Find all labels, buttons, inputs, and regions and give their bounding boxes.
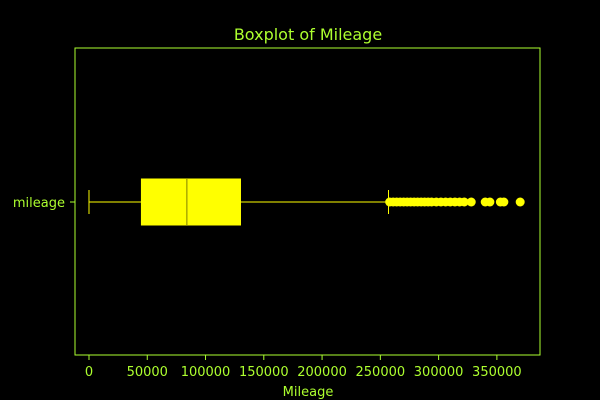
x-tick-label: 350000 <box>472 365 522 380</box>
x-tick-label: 300000 <box>414 365 464 380</box>
x-tick-label: 0 <box>85 365 93 380</box>
outlier-point <box>466 197 476 207</box>
y-tick-label: mileage <box>13 196 65 211</box>
chart-title: Boxplot of Mileage <box>234 25 382 44</box>
y-axis: mileage <box>13 196 75 211</box>
x-tick-label: 250000 <box>356 365 406 380</box>
outlier-point <box>499 197 509 207</box>
iqr-box <box>140 178 241 226</box>
plot-layer <box>88 178 525 226</box>
x-axis-label: Mileage <box>283 385 334 400</box>
x-tick-label: 200000 <box>297 365 347 380</box>
x-tick-label: 50000 <box>127 365 168 380</box>
outlier-point <box>459 197 469 207</box>
x-axis: 0 50000 100000 150000 200000 250000 300000 3500… <box>85 355 522 380</box>
outlier-point <box>485 197 495 207</box>
x-tick-label: 150000 <box>239 365 289 380</box>
outlier-point <box>515 197 525 207</box>
x-tick-label: 100000 <box>181 365 231 380</box>
